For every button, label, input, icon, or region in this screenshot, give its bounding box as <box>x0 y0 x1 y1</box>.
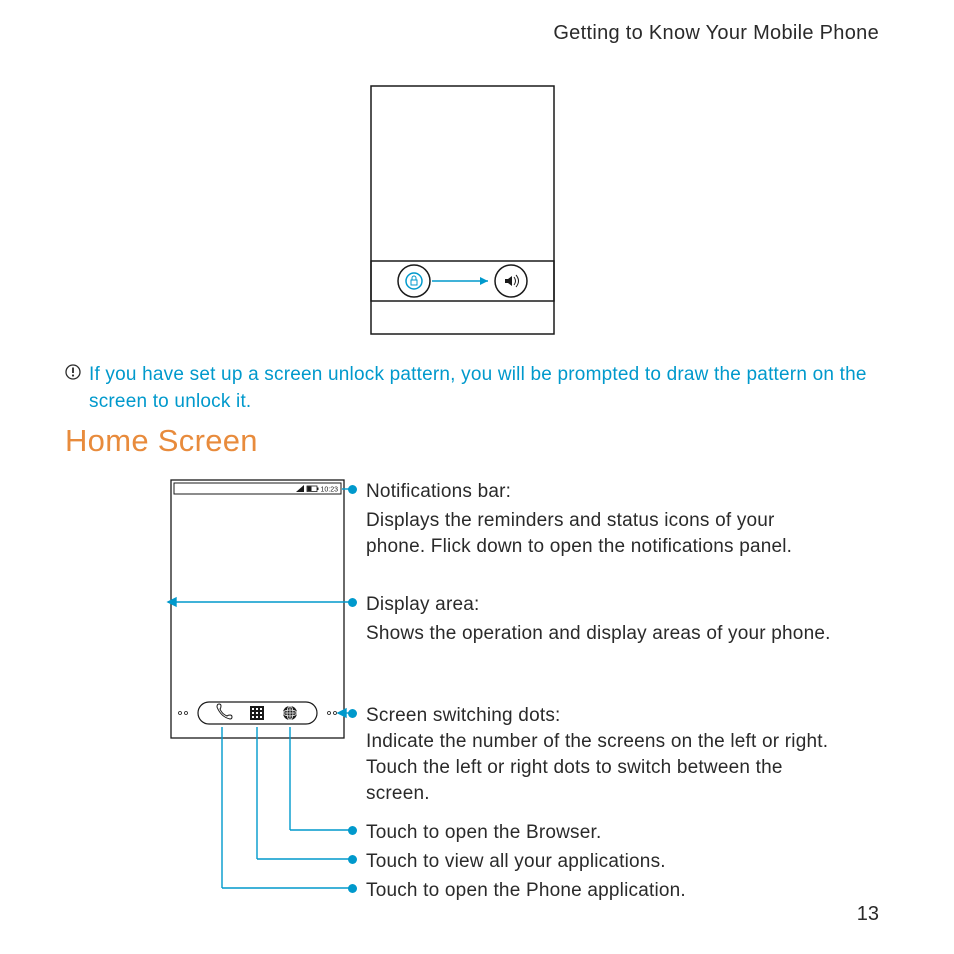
callout-title: Display area: <box>366 592 838 618</box>
callout-body: Displays the reminders and status icons … <box>366 508 838 560</box>
callout-apps: Touch to view all your applications. <box>358 849 838 875</box>
callout-switching-dots: Screen switching dots: Indicate the numb… <box>358 703 838 807</box>
callout-dot-phone <box>348 884 357 893</box>
page-number: 13 <box>857 903 879 926</box>
callout-title: Screen switching dots: <box>366 703 838 729</box>
callout-browser: Touch to open the Browser. <box>358 820 838 846</box>
callout-body: Indicate the number of the screens on th… <box>366 729 838 807</box>
callout-line: Touch to open the Browser. <box>366 820 838 846</box>
callout-dot-browser <box>348 826 357 835</box>
callout-line: Touch to view all your applications. <box>366 849 838 875</box>
callout-notifications: Notifications bar: Displays the reminder… <box>358 479 838 560</box>
page-root: Getting to Know Your Mobile Phone <box>0 0 954 954</box>
callout-title: Notifications bar: <box>366 479 838 505</box>
callout-dot-notifications <box>348 485 357 494</box>
callout-dot-display <box>348 598 357 607</box>
callout-phone: Touch to open the Phone application. <box>358 878 838 904</box>
callout-dot-switching <box>348 709 357 718</box>
callout-display: Display area: Shows the operation and di… <box>358 592 838 647</box>
callout-dot-apps <box>348 855 357 864</box>
connector-lines <box>0 0 954 954</box>
callout-body: Shows the operation and display areas of… <box>366 621 838 647</box>
callout-line: Touch to open the Phone application. <box>366 878 838 904</box>
